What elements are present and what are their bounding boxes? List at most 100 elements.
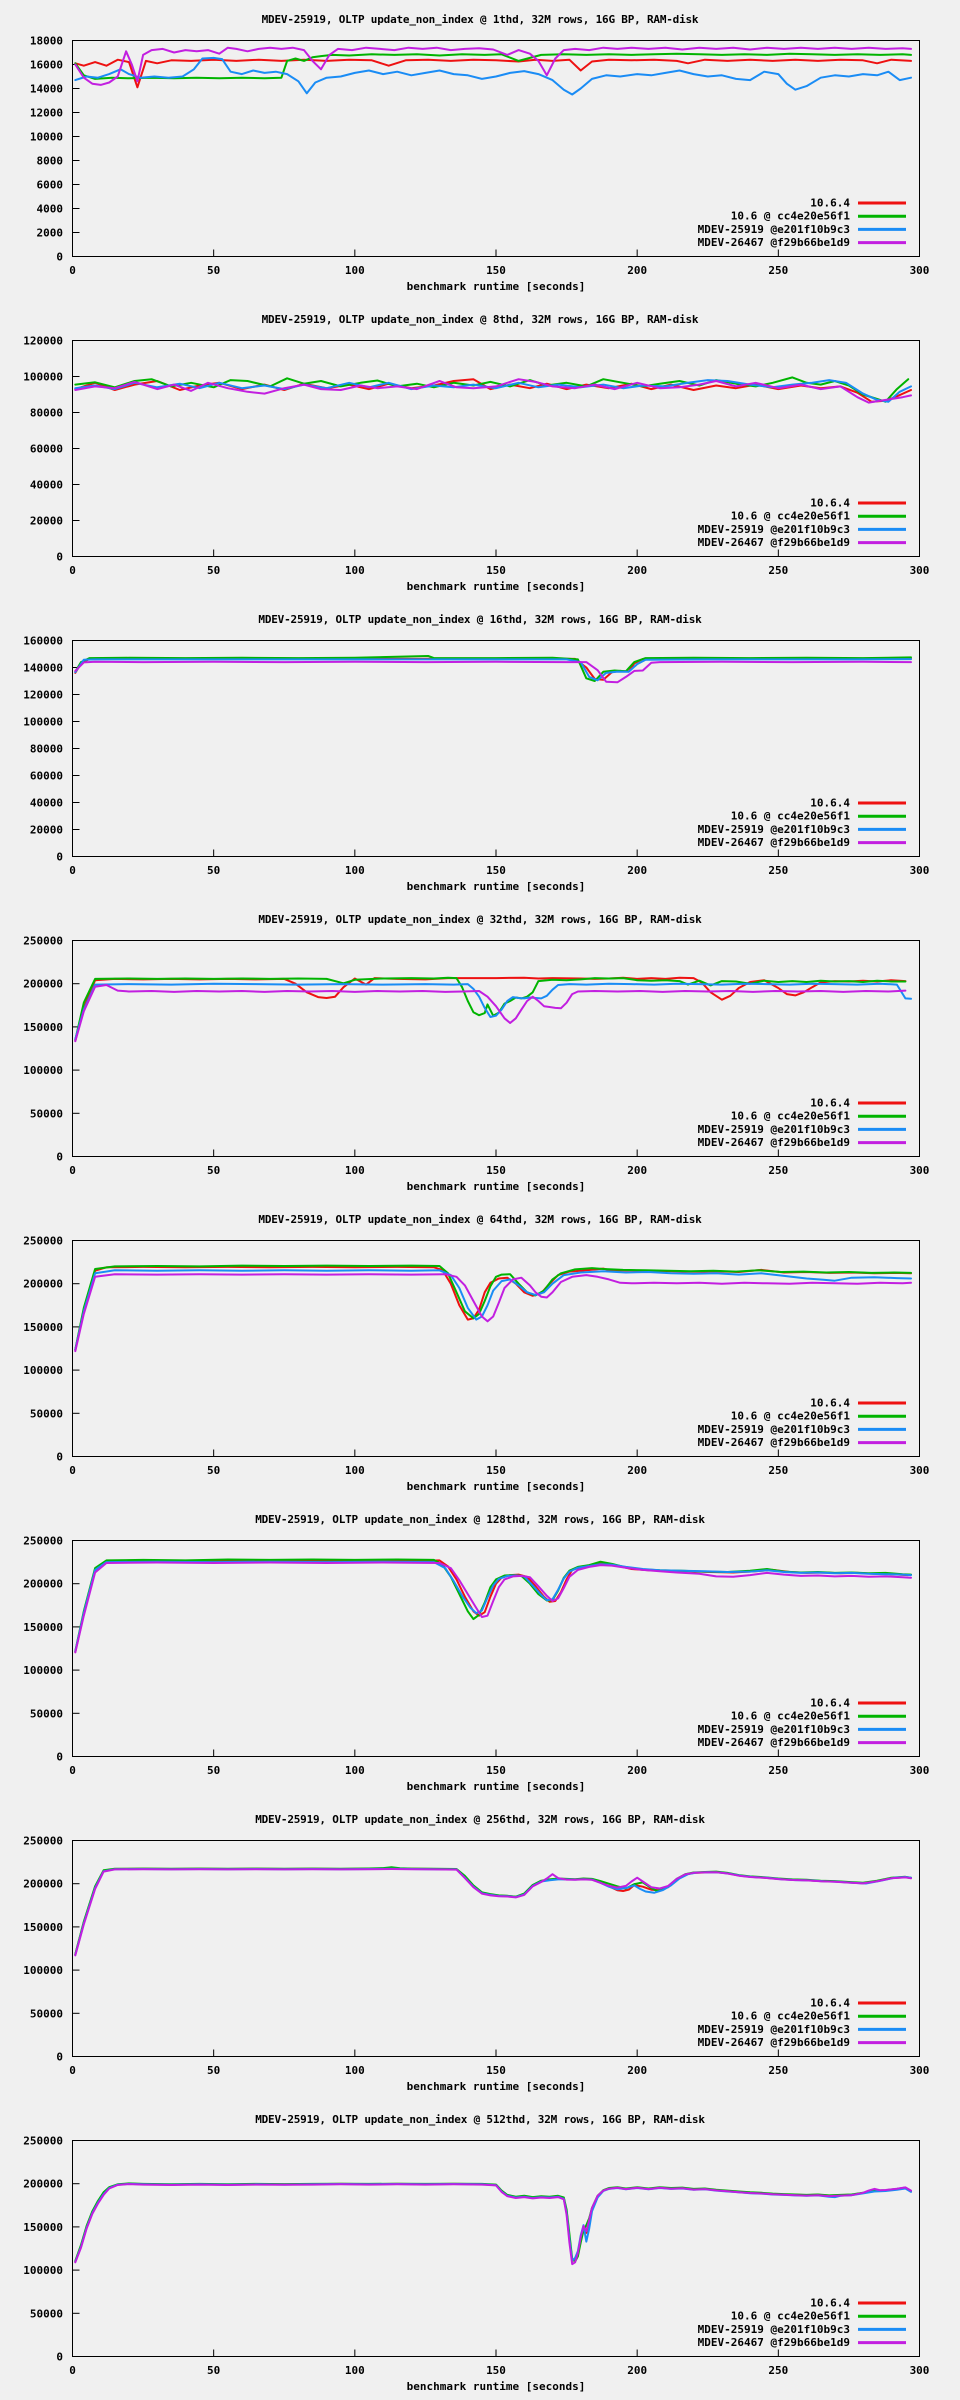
legend-label: MDEV-26467 @f29b66be1d9 xyxy=(698,536,850,549)
y-tick-label: 50000 xyxy=(30,1107,63,1120)
x-tick-label: 300 xyxy=(910,1164,930,1177)
x-tick-label: 150 xyxy=(486,1764,506,1777)
series-line-mdev-25919-e201f10b9c3 xyxy=(74,982,912,1040)
y-tick-label: 0 xyxy=(56,2051,63,2064)
x-axis-label: benchmark runtime [seconds] xyxy=(406,1180,586,1193)
y-tick-label: 50000 xyxy=(30,2007,63,2020)
legend-label: 10.6.4 xyxy=(810,797,850,810)
x-tick-label: 250 xyxy=(768,564,788,577)
y-tick-label: 100000 xyxy=(23,1964,63,1977)
x-tick-label: 100 xyxy=(345,1764,365,1777)
x-tick-label: 150 xyxy=(486,864,506,877)
legend-label: 10.6 @ cc4e20e56f1 xyxy=(731,1410,851,1423)
x-tick-label: 200 xyxy=(627,864,647,877)
y-tick-label: 20000 xyxy=(30,515,63,528)
x-axis-label: benchmark runtime [seconds] xyxy=(406,1780,586,1793)
x-tick-label: 50 xyxy=(207,1164,220,1177)
chart-title: MDEV-25919, OLTP update_non_index @ 8thd… xyxy=(261,313,699,326)
x-tick-label: 100 xyxy=(345,1164,365,1177)
y-tick-label: 160000 xyxy=(23,635,63,648)
series-line-10.6.4 xyxy=(74,1265,912,1352)
x-tick-label: 300 xyxy=(910,264,930,277)
x-axis-label: benchmark runtime [seconds] xyxy=(406,2080,586,2093)
legend-label: MDEV-25919 @e201f10b9c3 xyxy=(698,2323,850,2336)
x-tick-label: 200 xyxy=(627,2364,647,2377)
y-tick-label: 2000 xyxy=(37,227,64,240)
legend-label: MDEV-26467 @f29b66be1d9 xyxy=(698,2336,850,2349)
x-tick-label: 0 xyxy=(69,2064,76,2077)
y-tick-label: 10000 xyxy=(30,131,63,144)
y-tick-label: 0 xyxy=(56,1151,63,1164)
y-tick-label: 250000 xyxy=(23,1835,63,1848)
x-tick-label: 250 xyxy=(768,2064,788,2077)
series-line-mdev-25919-e201f10b9c3 xyxy=(74,1867,912,1956)
chart-block-1: MDEV-25919, OLTP update_non_index @ 8thd… xyxy=(0,300,960,600)
y-tick-label: 150000 xyxy=(23,1921,63,1934)
y-tick-label: 14000 xyxy=(30,83,63,96)
legend-label: 10.6.4 xyxy=(810,1097,850,1110)
series-line-mdev-26467-f29b66be1d9 xyxy=(74,2183,912,2266)
x-tick-label: 100 xyxy=(345,2064,365,2077)
series-line-mdev-26467-f29b66be1d9 xyxy=(74,984,907,1043)
x-tick-label: 200 xyxy=(627,2064,647,2077)
y-tick-label: 100000 xyxy=(23,2264,63,2277)
y-tick-label: 200000 xyxy=(23,1578,63,1591)
y-tick-label: 80000 xyxy=(30,743,63,756)
x-tick-label: 300 xyxy=(910,2364,930,2377)
plot-border xyxy=(72,40,920,257)
x-tick-label: 0 xyxy=(69,264,76,277)
x-tick-label: 0 xyxy=(69,564,76,577)
x-axis-label: benchmark runtime [seconds] xyxy=(406,580,586,593)
plot-border xyxy=(72,1840,920,2057)
y-tick-label: 0 xyxy=(56,2351,63,2364)
x-tick-label: 0 xyxy=(69,864,76,877)
y-tick-label: 40000 xyxy=(30,797,63,810)
series-line-10.6-cc4e20e56f1 xyxy=(74,52,912,80)
series-line-mdev-26467-f29b66be1d9 xyxy=(74,1273,912,1353)
plot-border xyxy=(72,2140,920,2357)
x-tick-label: 250 xyxy=(768,1464,788,1477)
chart-title: MDEV-25919, OLTP update_non_index @ 512t… xyxy=(255,2113,705,2126)
y-tick-label: 60000 xyxy=(30,443,63,456)
chart-block-7: MDEV-25919, OLTP update_non_index @ 512t… xyxy=(0,2100,960,2400)
x-tick-label: 300 xyxy=(910,864,930,877)
y-tick-label: 12000 xyxy=(30,107,63,120)
legend-label: 10.6 @ cc4e20e56f1 xyxy=(731,2310,851,2323)
legend-label: MDEV-26467 @f29b66be1d9 xyxy=(698,836,850,849)
x-axis-label: benchmark runtime [seconds] xyxy=(406,1480,586,1493)
y-tick-label: 200000 xyxy=(23,1278,63,1291)
legend-label: 10.6.4 xyxy=(810,197,850,210)
y-tick-label: 16000 xyxy=(30,59,63,72)
series-line-mdev-26467-f29b66be1d9 xyxy=(74,1868,912,1957)
y-tick-label: 120000 xyxy=(23,335,63,348)
legend-label: MDEV-26467 @f29b66be1d9 xyxy=(698,236,850,249)
x-axis-label: benchmark runtime [seconds] xyxy=(406,2380,586,2393)
x-tick-label: 150 xyxy=(486,264,506,277)
x-axis-label: benchmark runtime [seconds] xyxy=(406,280,586,293)
legend-label: 10.6.4 xyxy=(810,1997,850,2010)
chart-block-6: MDEV-25919, OLTP update_non_index @ 256t… xyxy=(0,1800,960,2100)
chart-title: MDEV-25919, OLTP update_non_index @ 32th… xyxy=(258,913,702,926)
y-tick-label: 0 xyxy=(56,1751,63,1764)
y-tick-label: 6000 xyxy=(37,179,64,192)
legend-label: 10.6 @ cc4e20e56f1 xyxy=(731,1710,851,1723)
x-tick-label: 50 xyxy=(207,2364,220,2377)
series-line-10.6-cc4e20e56f1 xyxy=(74,976,907,1041)
x-tick-label: 50 xyxy=(207,2064,220,2077)
plot-area-1: 0 20000 40000 60000 80000 100000 120000 0 50 100 1… xyxy=(23,335,929,578)
legend-label: MDEV-26467 @f29b66be1d9 xyxy=(698,1436,850,1449)
x-tick-label: 50 xyxy=(207,264,220,277)
x-tick-label: 100 xyxy=(345,2364,365,2377)
plot-area-5: 0 50000 100000 150000 200000 250000 0 50 100 150 2… xyxy=(23,1535,929,1778)
y-tick-label: 80000 xyxy=(30,407,63,420)
series-line-mdev-26467-f29b66be1d9 xyxy=(74,660,912,684)
y-tick-label: 0 xyxy=(56,551,63,564)
series-line-mdev-26467-f29b66be1d9 xyxy=(74,1561,912,1654)
plot-border xyxy=(72,1540,920,1757)
plot-border xyxy=(72,1240,920,1457)
y-tick-label: 140000 xyxy=(23,662,63,675)
legend-label: 10.6.4 xyxy=(810,497,850,510)
x-tick-label: 250 xyxy=(768,264,788,277)
legend-label: 10.6 @ cc4e20e56f1 xyxy=(731,210,851,223)
